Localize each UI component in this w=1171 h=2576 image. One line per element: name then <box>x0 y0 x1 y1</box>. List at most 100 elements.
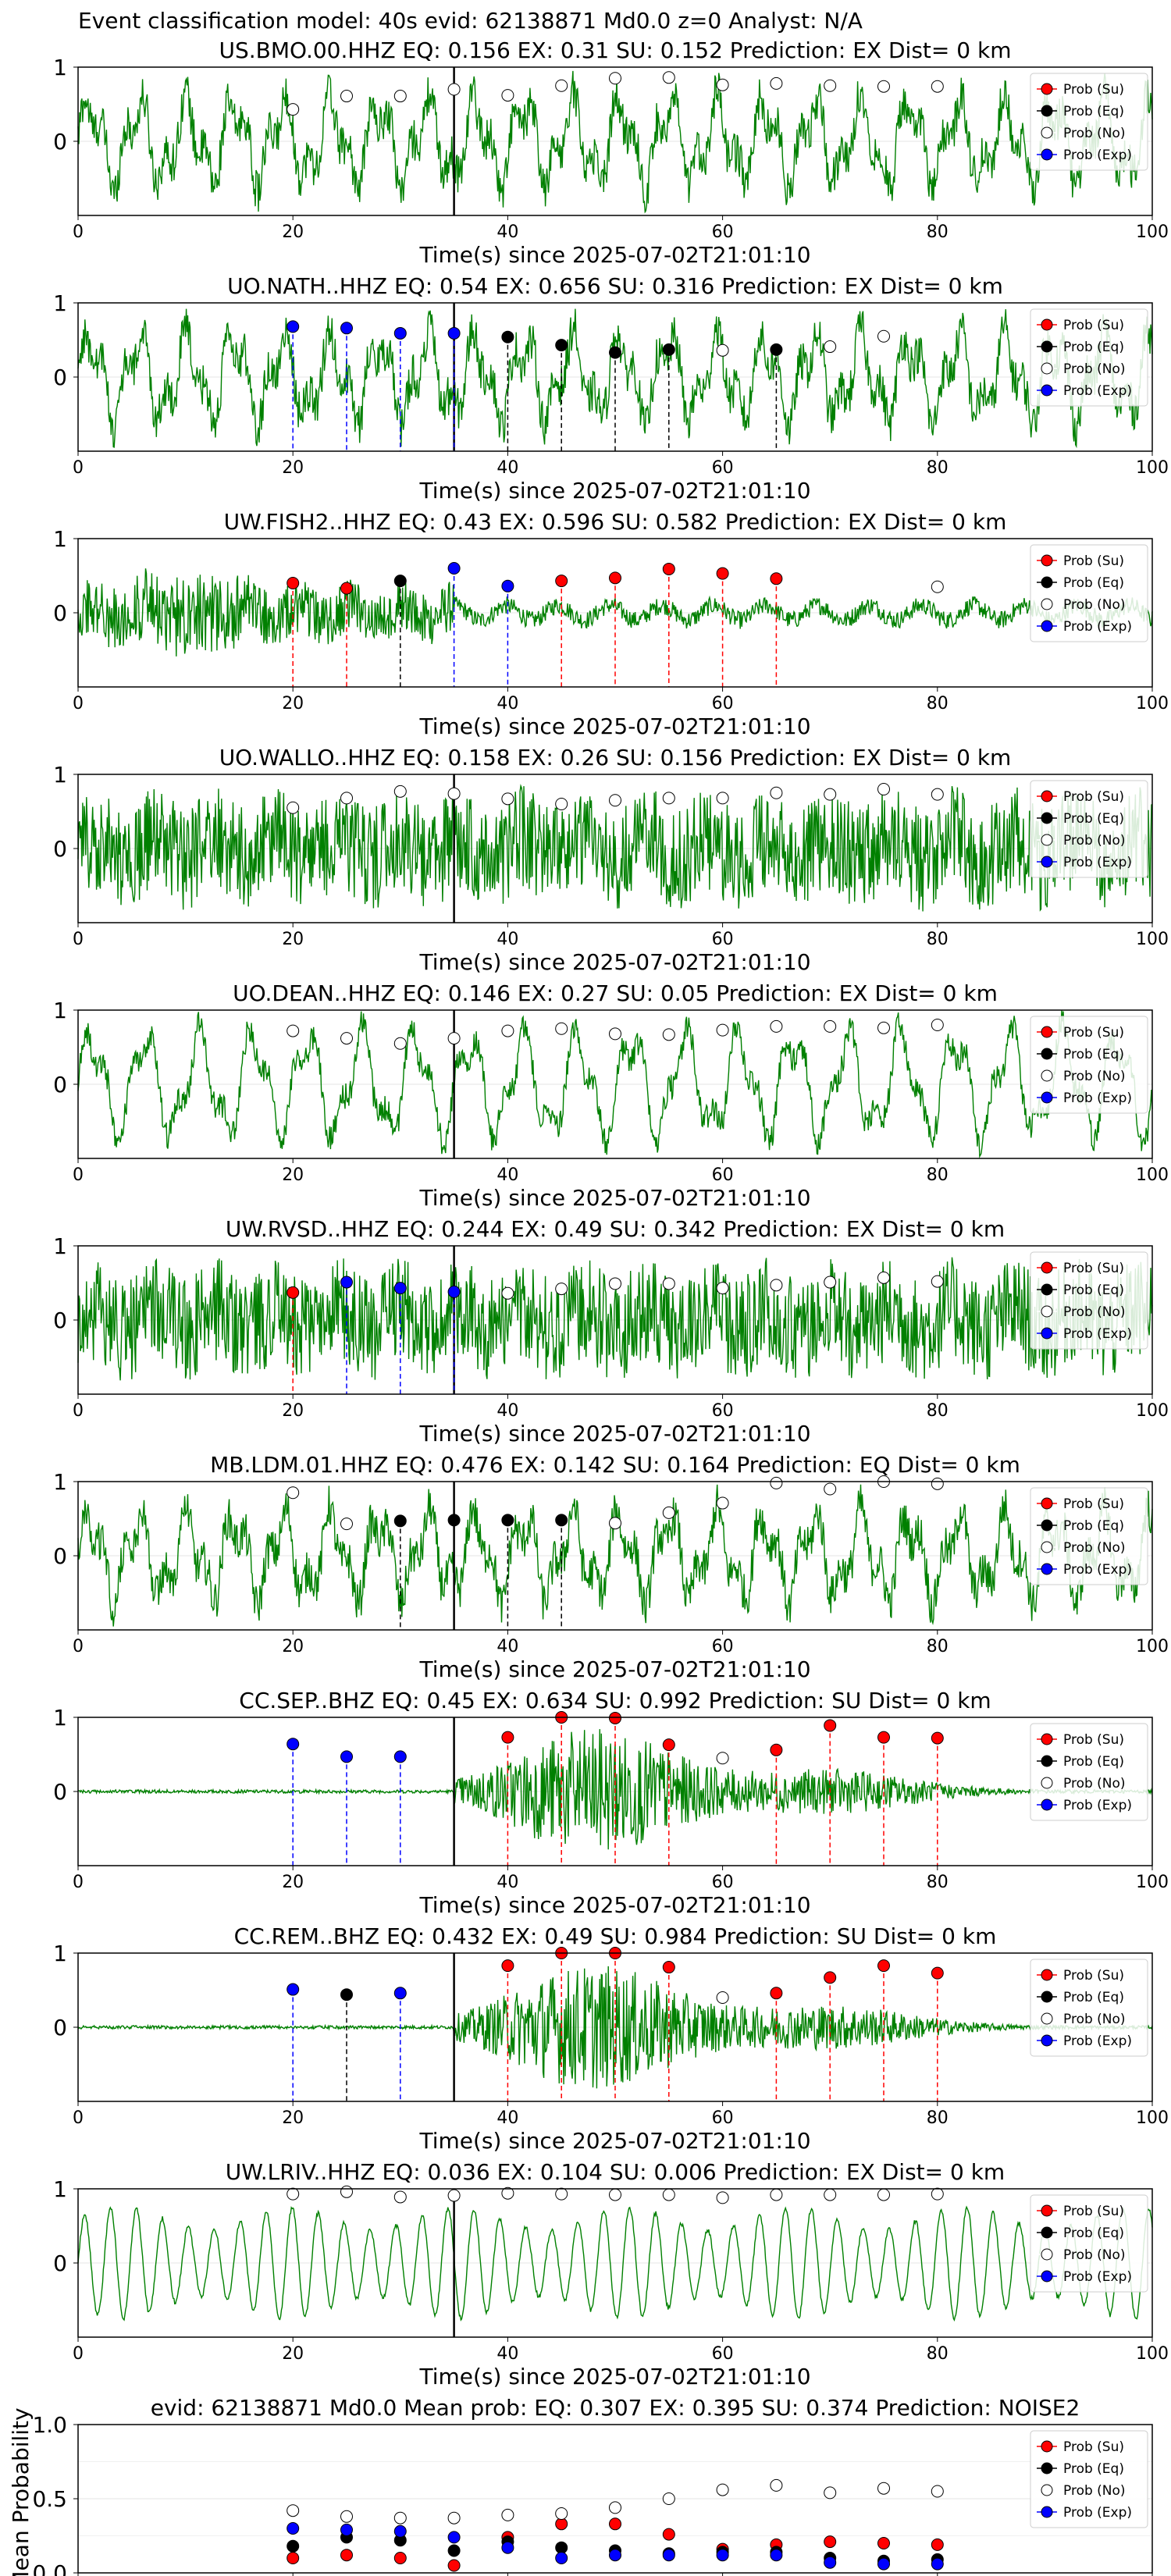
x-tick-label: 40 <box>497 458 518 478</box>
legend-marker-no <box>1041 2012 1053 2025</box>
prob-marker-no <box>716 2191 729 2204</box>
panel-1: US.BMO.00.HHZ EQ: 0.156 EX: 0.31 SU: 0.1… <box>53 37 1169 268</box>
prob-marker-no <box>716 1496 729 1510</box>
legend-marker-eq <box>1041 576 1053 589</box>
panel-6: UW.RVSD..HHZ EQ: 0.244 EX: 0.49 SU: 0.34… <box>53 1216 1169 1446</box>
legend: Prob (Su) Prob (Eq) Prob (No) Prob (Exp) <box>1030 73 1148 171</box>
prob-marker-no <box>931 1275 944 1288</box>
x-tick-label: 20 <box>282 1637 304 1656</box>
prob-marker-no <box>931 1019 944 1031</box>
prob-marker-su <box>662 1738 675 1752</box>
prob-marker-no <box>393 90 407 103</box>
x-tick-label: 40 <box>497 1165 518 1185</box>
prob-marker-no <box>287 2187 300 2201</box>
prob-marker-no <box>609 1517 621 1530</box>
legend-box <box>1030 2194 1148 2293</box>
legend-marker-exp <box>1041 856 1053 868</box>
prob-marker-no <box>824 340 837 354</box>
panel-title: UO.NATH..HHZ EQ: 0.54 EX: 0.656 SU: 0.31… <box>227 273 1003 299</box>
mean-marker-no <box>770 2478 783 2492</box>
mean-marker-no <box>393 2511 407 2524</box>
mean-marker-su <box>931 2538 944 2551</box>
panel-title: UO.DEAN..HHZ EQ: 0.146 EX: 0.27 SU: 0.05… <box>233 980 998 1006</box>
legend-label-eq: Prob (Eq) <box>1063 1754 1124 1770</box>
x-axis-label: Time(s) since 2025-07-02T21:01:10 <box>418 2364 810 2389</box>
mean-marker-exp <box>393 2524 407 2538</box>
prob-marker-eq <box>393 575 407 588</box>
axes-frame <box>77 2188 1153 2338</box>
legend-marker-eq <box>1041 1755 1053 1767</box>
legend-label-no: Prob (No) <box>1063 833 1126 849</box>
x-tick-label: 80 <box>927 930 949 949</box>
panel-title: MB.LDM.01.HHZ EQ: 0.476 EX: 0.142 SU: 0.… <box>210 1452 1020 1478</box>
prob-marker-exp <box>340 1750 353 1763</box>
legend-marker-no <box>1041 1069 1053 1082</box>
x-tick-label: 40 <box>497 222 518 242</box>
panel-7: MB.LDM.01.HHZ EQ: 0.476 EX: 0.142 SU: 0.… <box>53 1452 1169 1682</box>
x-axis-label: Time(s) since 2025-07-02T21:01:10 <box>418 1421 810 1446</box>
prob-marker-no <box>447 83 461 96</box>
mean-marker-su <box>447 2559 461 2572</box>
x-tick-label: 60 <box>712 222 734 242</box>
axes-frame <box>77 2424 1153 2574</box>
mean-marker-exp <box>501 2541 514 2554</box>
prob-marker-eq <box>770 343 783 356</box>
x-tick-label: 0 <box>73 222 84 242</box>
x-axis-label: Time(s) since 2025-07-02T21:01:10 <box>418 478 810 503</box>
legend-box <box>1030 308 1148 407</box>
waveform-trace <box>77 784 1153 912</box>
panel-title: CC.SEP..BHZ EQ: 0.45 EX: 0.634 SU: 0.992… <box>239 1688 991 1713</box>
legend-marker-exp <box>1041 2034 1053 2047</box>
prob-marker-no <box>716 78 729 91</box>
axes-frame <box>77 1717 1153 1866</box>
prob-marker-no <box>877 1271 890 1284</box>
panel-title: evid: 62138871 Md0.0 Mean prob: EQ: 0.30… <box>151 2395 1080 2421</box>
prob-marker-no <box>824 1019 837 1033</box>
legend-marker-su <box>1041 83 1053 95</box>
axes-frame <box>77 1952 1153 2102</box>
x-axis-label: Time(s) since 2025-07-02T21:01:10 <box>418 713 810 739</box>
mean-marker-eq <box>287 2539 300 2553</box>
prob-marker-exp <box>287 1983 300 1996</box>
panel-2: UO.NATH..HHZ EQ: 0.54 EX: 0.656 SU: 0.31… <box>53 273 1169 503</box>
x-tick-label: 0 <box>73 1165 84 1185</box>
prob-marker-no <box>340 2185 353 2198</box>
prob-marker-no <box>609 1277 621 1290</box>
legend-label-no: Prob (No) <box>1063 2247 1126 2263</box>
prob-marker-no <box>662 1277 675 1290</box>
prob-marker-su <box>770 572 783 585</box>
prob-marker-no <box>501 1024 514 1037</box>
mean-marker-no <box>824 2486 837 2500</box>
prob-marker-exp <box>447 562 461 575</box>
legend-label-exp: Prob (Exp) <box>1063 2505 1132 2521</box>
legend-marker-eq <box>1041 2226 1053 2239</box>
x-tick-label: 100 <box>1136 222 1169 242</box>
mean-marker-no <box>447 2511 461 2524</box>
panel-title: CC.REM..BHZ EQ: 0.432 EX: 0.49 SU: 0.984… <box>234 1923 997 1949</box>
prob-marker-su <box>555 575 568 588</box>
legend-marker-eq <box>1041 1283 1053 1296</box>
legend-box <box>1030 2430 1148 2528</box>
prob-marker-no <box>287 103 300 116</box>
prob-marker-exp <box>393 1282 407 1295</box>
prob-marker-su <box>287 577 300 589</box>
y-tick-label: 0 <box>53 1308 67 1333</box>
legend-marker-no <box>1041 598 1053 610</box>
y-tick-label: 1 <box>53 762 67 788</box>
axes-frame <box>77 1481 1153 1631</box>
legend-box <box>1030 73 1148 171</box>
prob-marker-eq <box>555 339 568 352</box>
mean-marker-su <box>393 2552 407 2564</box>
y-tick-label: 1 <box>53 55 67 80</box>
mean-marker-exp <box>877 2557 890 2571</box>
x-tick-label: 80 <box>927 2108 949 2128</box>
legend-marker-no <box>1041 2484 1053 2496</box>
legend-marker-no <box>1041 834 1053 846</box>
x-tick-label: 60 <box>712 2108 734 2128</box>
legend-label-su: Prob (Su) <box>1063 318 1124 333</box>
x-tick-label: 40 <box>497 1401 518 1421</box>
legend-marker-eq <box>1041 105 1053 117</box>
x-tick-label: 100 <box>1136 458 1169 478</box>
waveform-trace <box>77 2205 1153 2322</box>
mean-marker-exp <box>340 2523 353 2536</box>
